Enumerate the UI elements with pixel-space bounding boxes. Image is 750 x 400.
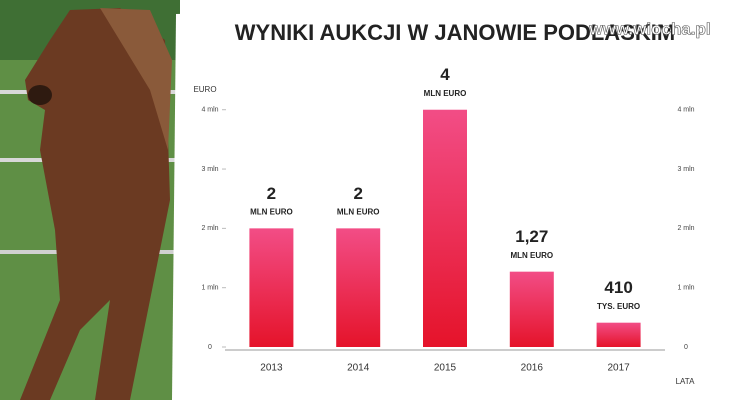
y-tick-label: 3 mln	[201, 166, 218, 173]
x-tick-label: 2017	[607, 363, 630, 374]
x-tick-label: 2013	[260, 363, 283, 374]
bar	[423, 109, 467, 348]
unit-label: MLN EURO	[510, 251, 553, 260]
bar	[249, 228, 294, 347]
bar	[596, 322, 641, 347]
y-tick-label: 0	[208, 344, 212, 351]
y-tick-label: 4 mln	[201, 107, 218, 114]
data-label: 410	[604, 278, 632, 297]
y2-tick-label: 4 mln	[677, 107, 694, 114]
y-tick-label: 1 mln	[201, 285, 218, 292]
bar	[336, 228, 381, 347]
y2-tick-label: 1 mln	[677, 285, 694, 292]
x-tick-label: 2014	[347, 363, 370, 374]
watermark: www.wiocha.pl	[588, 19, 710, 38]
y2-tick-label: 3 mln	[677, 166, 694, 173]
data-label: 1,27	[515, 227, 548, 246]
unit-label: MLN EURO	[424, 89, 467, 98]
data-label: 2	[353, 184, 362, 203]
x-tick-label: 2015	[434, 363, 457, 374]
x-axis-label: LATA	[676, 377, 695, 386]
data-label: 2	[267, 184, 276, 203]
x-tick-label: 2016	[521, 363, 544, 374]
chart-title: WYNIKI AUKCJI W JANOWIE PODLASKIM	[235, 20, 675, 45]
unit-label: MLN EURO	[337, 207, 380, 216]
y-tick-label: 2 mln	[201, 225, 218, 232]
y-axis-label: EURO	[193, 85, 216, 94]
unit-label: TYS. EURO	[597, 302, 640, 311]
data-label: 4	[440, 65, 450, 84]
photo	[0, 0, 180, 400]
y2-tick-label: 2 mln	[677, 225, 694, 232]
unit-label: MLN EURO	[250, 207, 293, 216]
y2-tick-label: 0	[684, 344, 688, 351]
bar	[509, 271, 554, 347]
